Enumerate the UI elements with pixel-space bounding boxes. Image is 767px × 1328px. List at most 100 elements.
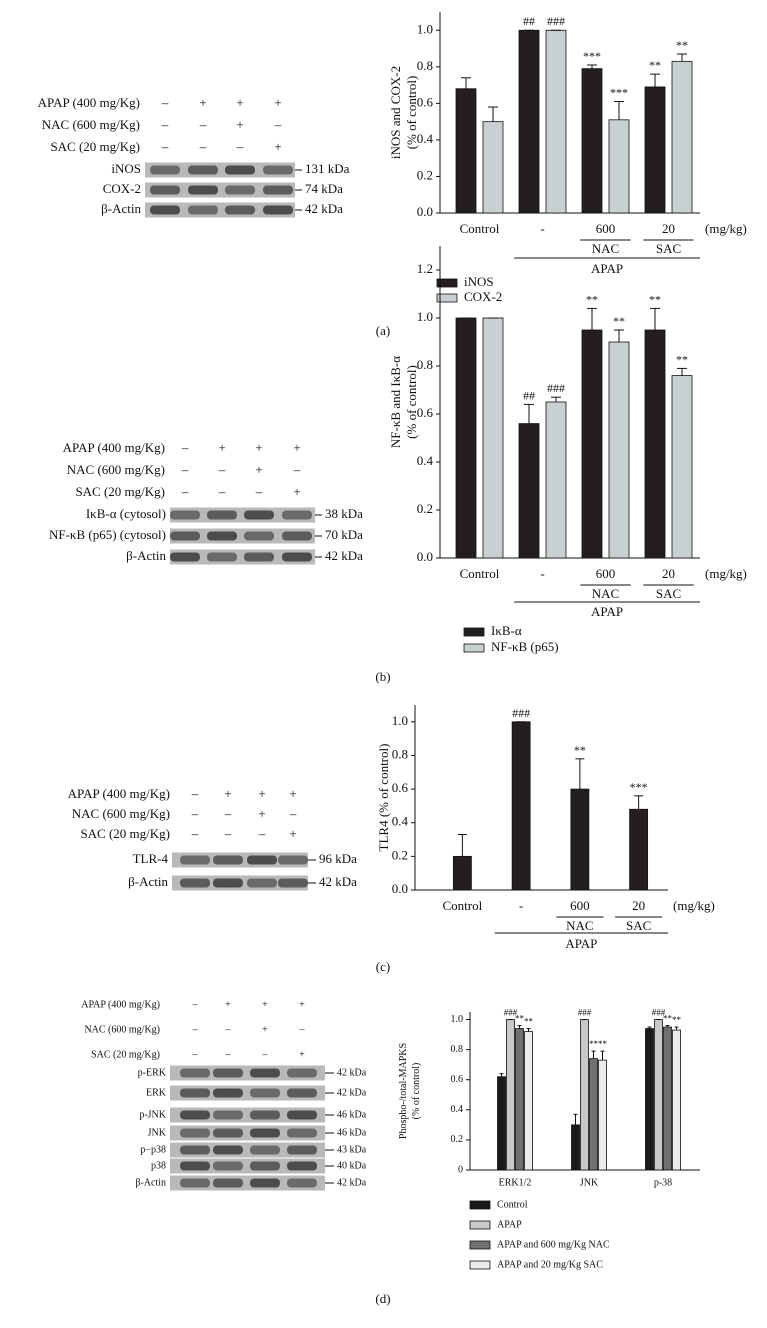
condition-label: APAP (400 mg/Kg) xyxy=(38,95,140,110)
panel-label: (d) xyxy=(375,1291,390,1306)
significance-label: ### xyxy=(578,1008,592,1018)
blot-band xyxy=(213,878,243,888)
bar xyxy=(518,29,540,214)
blot-band xyxy=(278,855,308,865)
blot-band xyxy=(213,1145,243,1155)
bar xyxy=(581,329,603,559)
band-size: 43 kDa xyxy=(337,1144,367,1155)
bar xyxy=(515,1028,524,1171)
significance-label: *** xyxy=(583,49,601,63)
blot-band xyxy=(180,1110,210,1120)
band-size: 74 kDa xyxy=(305,181,343,196)
blot-band xyxy=(188,185,218,195)
blot-strip xyxy=(170,1107,325,1123)
significance-label: ## xyxy=(523,14,535,28)
x-tick-label: - xyxy=(540,566,544,581)
legend-label: IκB-α xyxy=(491,623,522,638)
condition-label: NAC (600 mg/Kg) xyxy=(72,806,170,821)
y-tick-label: 0.0 xyxy=(417,549,433,564)
blot-band xyxy=(282,552,312,562)
condition-sign: – xyxy=(181,484,189,499)
band-label: COX-2 xyxy=(103,181,141,196)
condition-sign: – xyxy=(218,484,226,499)
bar xyxy=(589,1058,598,1171)
bar xyxy=(644,329,666,559)
significance-label: ** xyxy=(574,743,586,757)
condition-label: SAC (20 mg/Kg) xyxy=(80,826,170,841)
blot-band xyxy=(150,205,180,215)
group-label: APAP xyxy=(565,936,597,951)
band-label: p-ERK xyxy=(138,1067,167,1078)
blot-band xyxy=(207,510,237,520)
condition-sign: – xyxy=(224,806,232,821)
band-label: p-JNK xyxy=(139,1109,166,1120)
blot-band xyxy=(287,1161,317,1171)
condition-sign: + xyxy=(218,440,225,455)
y-tick-label: 0.4 xyxy=(417,453,434,468)
legend-swatch xyxy=(436,293,458,303)
blot-band xyxy=(213,1161,243,1171)
x-tick-label: p-38 xyxy=(654,1177,672,1188)
condition-sign: – xyxy=(274,117,282,132)
significance-label: ** xyxy=(649,292,661,306)
y-tick-label: 0.0 xyxy=(392,881,408,896)
y-tick-label: 0.6 xyxy=(392,780,409,795)
blot-band xyxy=(244,510,274,520)
y-tick-label: 0.4 xyxy=(451,1104,464,1115)
legend-swatch xyxy=(469,1220,491,1230)
bar xyxy=(518,423,540,559)
condition-sign: + xyxy=(225,999,231,1010)
condition-sign: – xyxy=(289,806,297,821)
bar xyxy=(671,60,693,214)
band-size: 96 kDa xyxy=(319,851,357,866)
blot-band xyxy=(263,165,293,175)
legend-label: APAP and 20 mg/Kg SAC xyxy=(497,1259,603,1270)
band-size: 42 kDa xyxy=(319,874,357,889)
blot-band xyxy=(250,1145,280,1155)
condition-sign: – xyxy=(225,1024,232,1035)
y-tick-label: 0.8 xyxy=(417,58,433,73)
bar xyxy=(570,788,590,891)
x-tick-label: Control xyxy=(443,898,483,913)
blot-band xyxy=(170,531,200,541)
condition-sign: – xyxy=(262,1049,269,1060)
significance-label: ### xyxy=(504,1008,518,1018)
bar xyxy=(581,68,603,214)
panel-label: (c) xyxy=(376,959,390,974)
y-tick-label: 0.2 xyxy=(451,1134,464,1145)
condition-sign: – xyxy=(199,139,207,154)
bar xyxy=(608,341,630,559)
blot-strip xyxy=(170,1175,325,1191)
blot-band xyxy=(188,165,218,175)
y-axis-title: (% of control) xyxy=(411,1063,422,1120)
condition-label: NAC (600 mg/Kg) xyxy=(84,1024,160,1035)
band-size: 42 kDa xyxy=(325,548,363,563)
blot-band xyxy=(244,531,274,541)
blot-band xyxy=(287,1110,317,1120)
legend-label: APAP and 600 mg/Kg NAC xyxy=(497,1239,610,1250)
y-tick-label: 0.2 xyxy=(417,501,433,516)
condition-label: SAC (20 mg/Kg) xyxy=(75,484,165,499)
blot-band xyxy=(263,185,293,195)
x-sublabel: SAC xyxy=(626,918,651,933)
band-label: β-Actin xyxy=(135,1177,166,1188)
x-unit: (mg/kg) xyxy=(705,566,747,581)
legend-label: NF-κB (p65) xyxy=(491,639,559,654)
blot-strip xyxy=(170,1065,325,1081)
condition-label: APAP (400 mg/Kg) xyxy=(63,440,165,455)
blot-band xyxy=(180,1128,210,1138)
legend-label: APAP xyxy=(497,1219,522,1230)
condition-sign: – xyxy=(218,462,226,477)
blot-strip xyxy=(145,202,295,218)
blot-band xyxy=(170,510,200,520)
y-tick-label: 0 xyxy=(458,1164,463,1175)
blot-strip xyxy=(170,507,315,523)
significance-label: ** xyxy=(649,58,661,72)
condition-sign: – xyxy=(191,826,199,841)
band-label: iNOS xyxy=(111,161,141,176)
legend-swatch xyxy=(469,1240,491,1250)
blot-band xyxy=(213,1088,243,1098)
band-size: 42 kDa xyxy=(337,1087,367,1098)
band-label: NF-κB (p65) (cytosol) xyxy=(49,527,166,542)
